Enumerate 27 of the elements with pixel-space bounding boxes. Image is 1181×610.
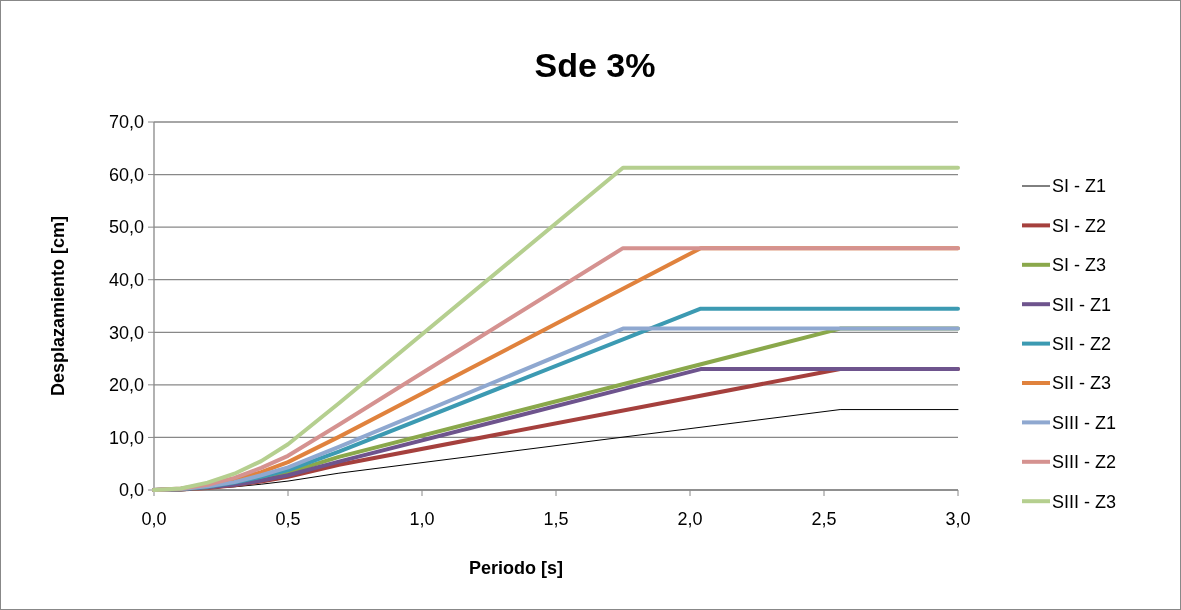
legend-label: SI - Z3: [1052, 255, 1107, 276]
y-tick-label: 50,0: [108, 217, 144, 238]
y-tick-label: 20,0: [108, 375, 144, 396]
legend-label: SIII - Z1: [1052, 412, 1117, 433]
legend-label: SII - Z2: [1052, 333, 1112, 354]
x-axis-title: Periodo [s]: [468, 558, 564, 578]
y-tick-label: 0,0: [118, 480, 144, 501]
x-tick-label: 0,5: [275, 509, 301, 529]
y-tick-label: 60,0: [108, 164, 144, 185]
legend-label: SIII - Z3: [1052, 491, 1117, 512]
legend-label: SI - Z1: [1052, 176, 1107, 197]
x-tick-label: 3,0: [945, 509, 971, 529]
legend-label: SI - Z2: [1052, 215, 1107, 236]
x-tick-label: 0,0: [141, 509, 167, 529]
chart-title: Sde 3%: [534, 46, 656, 84]
x-tick-label: 1,0: [409, 509, 435, 529]
x-tick-label: 2,5: [811, 509, 837, 529]
legend-label: SIII - Z2: [1052, 452, 1117, 473]
y-tick-label: 30,0: [108, 322, 144, 343]
y-axis-title: Desplazamiento [cm]: [48, 215, 68, 397]
x-tick-label: 1,5: [543, 509, 569, 529]
y-tick-label: 10,0: [108, 427, 144, 448]
legend-label: SII - Z1: [1052, 294, 1112, 315]
legend-label: SII - Z3: [1052, 373, 1112, 394]
y-tick-label: 70,0: [108, 112, 144, 133]
y-tick-label: 40,0: [108, 270, 144, 291]
x-tick-label: 2,0: [677, 509, 703, 529]
